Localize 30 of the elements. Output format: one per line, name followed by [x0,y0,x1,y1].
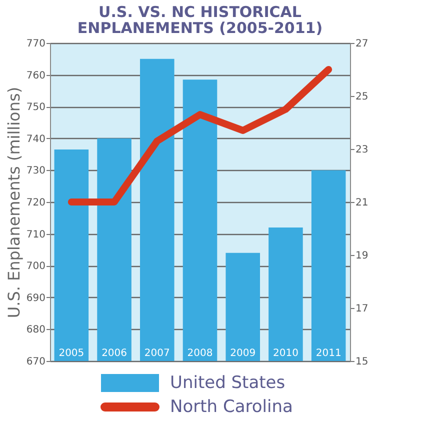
y2-tick-label: 25 [356,92,368,102]
y2-tick-label: 21 [356,198,368,208]
y-tick-label: 680 [26,324,46,336]
text: U.S. VS. NC HISTORICAL [98,3,302,21]
x-tick-label: 2011 [316,348,342,359]
x-tick-label: 2010 [272,348,298,359]
y-tick-label: 710 [26,229,46,240]
legend-label: United States [170,373,286,393]
y-tick-label: 770 [26,38,46,50]
y-tick-label: 740 [26,134,46,145]
text: ENPLANEMENTS (2005-2011) [77,19,323,37]
y2-tick-label: 19 [356,250,368,262]
y-tick-label: 690 [26,292,46,304]
y-tick-label: 670 [26,356,46,368]
x-tick-label: 2008 [187,348,213,359]
x-tick-label: 2006 [102,348,128,359]
x-tick-label: 2005 [58,348,84,359]
y-tick-label: 730 [26,166,46,177]
y2-tick-label: 23 [356,144,368,156]
y2-tick-label: 15 [356,356,368,368]
y2-tick-label: 17 [356,304,368,314]
y-tick-label: 760 [26,70,46,82]
y-tick-label: 720 [26,198,46,208]
x-tick-label: 2009 [230,348,256,359]
y-tick-label: 750 [26,102,46,114]
y2-tick-label: 27 [356,38,368,50]
legend-label: North Carolina [170,397,293,417]
y-tick-label: 700 [26,261,46,272]
x-tick-label: 2007 [144,348,170,359]
y-axis-title: U.S. Enplanements (millions) [4,86,24,318]
